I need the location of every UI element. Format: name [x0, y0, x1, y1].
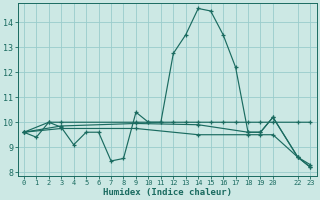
X-axis label: Humidex (Indice chaleur): Humidex (Indice chaleur) [103, 188, 232, 197]
